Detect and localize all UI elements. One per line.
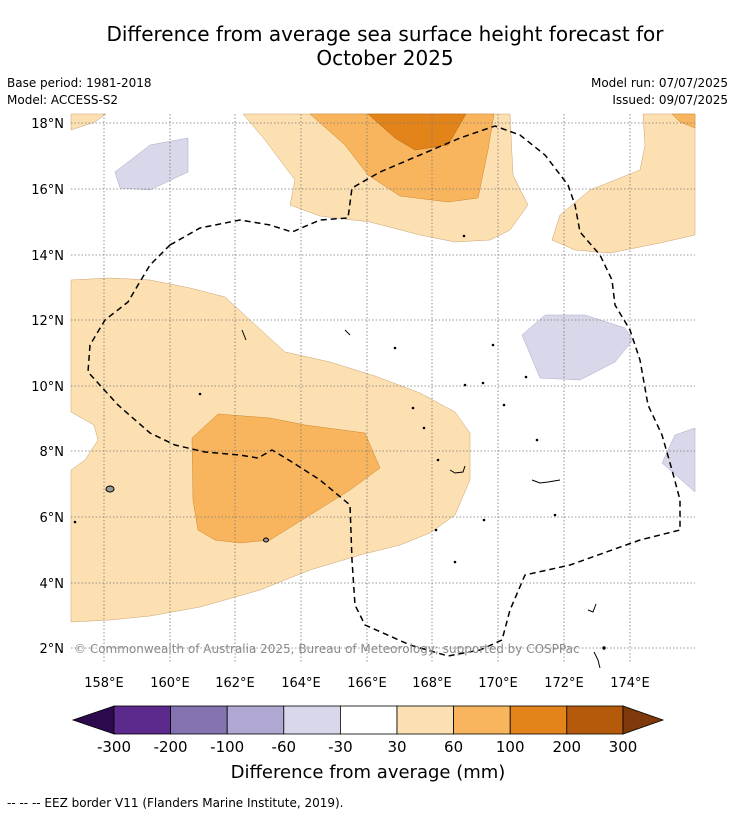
lat-label-16n: 16°N (31, 183, 64, 198)
island-atoll-4 (593, 651, 601, 669)
map-title: Difference from average sea surface heig… (60, 22, 710, 70)
colorbar-bin-8 (509, 705, 568, 735)
colorbar-tick-100: 100 (496, 738, 525, 756)
island-dot-2 (491, 343, 495, 347)
model-run: Model run: 07/07/2025 (590, 76, 728, 90)
island-dot-10 (453, 560, 457, 564)
island-atoll-6 (241, 329, 247, 341)
island-dot-6 (411, 406, 415, 410)
island-dot-11 (482, 518, 486, 522)
anomaly-region-central (191, 413, 381, 544)
anomaly-neg-30-60-regions (114, 137, 696, 493)
model-name: Model: ACCESS-S2 (7, 93, 119, 107)
anomaly-region-northeast (551, 113, 696, 254)
latitude-axis: 18°N 16°N 14°N 12°N 10°N 8°N 6°N 4°N 2°N (31, 117, 64, 657)
colorbar-bin-2 (170, 705, 228, 735)
lon-label-170e: 170°E (478, 676, 518, 691)
title-line-1: Difference from average sea surface heig… (106, 22, 664, 46)
colorbar-bin-7 (453, 705, 511, 735)
island-kosrae (263, 537, 269, 543)
island-dot-13 (535, 438, 539, 442)
anomaly-region-northwest-corner (70, 113, 107, 131)
lon-label-162e: 162°E (215, 676, 255, 691)
base-period: Base period: 1981-2018 (7, 76, 152, 90)
lat-label-6n: 6°N (40, 511, 65, 526)
colorbar-tick-30: 30 (387, 738, 406, 756)
island-dot-4 (463, 383, 467, 387)
island-dot-16 (198, 392, 202, 396)
island-markers (73, 234, 606, 669)
lat-label-2n: 2°N (40, 642, 65, 657)
lat-label-10n: 10°N (31, 380, 64, 395)
lon-label-166e: 166°E (347, 676, 387, 691)
negative-region-far-east (661, 427, 696, 493)
colorbar-tick-200: 200 (552, 738, 581, 756)
lat-label-4n: 4°N (40, 577, 65, 592)
metadata-right: Model run: 07/07/2025 Issued: 09/07/2025 (591, 75, 728, 109)
map-panel: © Commonwealth of Australia 2025, Bureau… (70, 113, 696, 669)
island-dot-8 (436, 458, 440, 462)
copyright-notice: © Commonwealth of Australia 2025, Bureau… (74, 642, 580, 656)
lon-label-158e: 158°E (84, 676, 124, 691)
island-dot-9 (434, 528, 438, 532)
colorbar-extend-low (71, 705, 115, 735)
colorbar-tick-60: 60 (444, 738, 463, 756)
colorbar-tick-neg200: -200 (154, 738, 188, 756)
lon-label-168e: 168°E (412, 676, 452, 691)
title-line-2: October 2025 (316, 46, 454, 70)
longitude-axis: 158°E 160°E 162°E 164°E 166°E 168°E 170°… (84, 676, 650, 691)
eez-border-legend: -- -- -- EEZ border V11 (Flanders Marine… (7, 796, 344, 810)
island-atoll-5 (344, 329, 351, 336)
lat-label-12n: 12°N (31, 314, 64, 329)
island-dot-1 (393, 346, 397, 350)
colorbar-title: Difference from average (mm) (231, 762, 506, 783)
colorbar-bin-9 (566, 705, 624, 735)
colorbar-bin-5 (339, 705, 398, 735)
island-dot-14 (553, 513, 557, 517)
colorbar-tick-300: 300 (609, 738, 638, 756)
island-dot-18 (73, 520, 77, 524)
colorbar-bin-3 (226, 705, 285, 735)
lat-label-8n: 8°N (40, 445, 65, 460)
anomaly-100-200-regions (367, 113, 467, 151)
anomaly-region-north-peak (367, 113, 467, 151)
colorbar-tick-neg100: -100 (210, 738, 244, 756)
island-atoll-1 (449, 465, 466, 474)
colorbar-tick-neg300: -300 (97, 738, 131, 756)
island-dot-15 (602, 646, 606, 650)
lat-label-14n: 14°N (31, 249, 64, 264)
island-dot-12 (502, 403, 506, 407)
colorbar-tick-neg60: -60 (272, 738, 297, 756)
colorbar-extend-high (622, 705, 665, 735)
colorbar-bin-4 (283, 705, 341, 735)
issued-date: Issued: 09/07/2025 (612, 93, 728, 107)
colorbar-bin-6 (396, 705, 454, 735)
island-atoll-2 (531, 479, 561, 484)
lon-label-164e: 164°E (281, 676, 321, 691)
colorbar: -300 -200 -100 -60 -30 30 60 100 200 300… (71, 705, 665, 783)
colorbar-bin-1 (113, 705, 171, 735)
metadata-left: Base period: 1981-2018 Model: ACCESS-S2 (7, 75, 152, 109)
island-pohnpei (105, 485, 115, 493)
lon-label-160e: 160°E (150, 676, 190, 691)
anomaly-region-ne-corner (671, 113, 696, 129)
eez-border (87, 125, 681, 657)
lon-label-174e: 174°E (610, 676, 650, 691)
lat-label-18n: 18°N (31, 117, 64, 132)
colorbar-tick-neg30: -30 (328, 738, 353, 756)
gridlines (71, 114, 695, 662)
island-dot-3 (481, 381, 485, 385)
island-dot-7 (422, 426, 426, 430)
lon-label-172e: 172°E (544, 676, 584, 691)
island-atoll-3 (587, 603, 597, 613)
island-dot-5 (524, 375, 528, 379)
island-dot-17 (462, 234, 466, 238)
